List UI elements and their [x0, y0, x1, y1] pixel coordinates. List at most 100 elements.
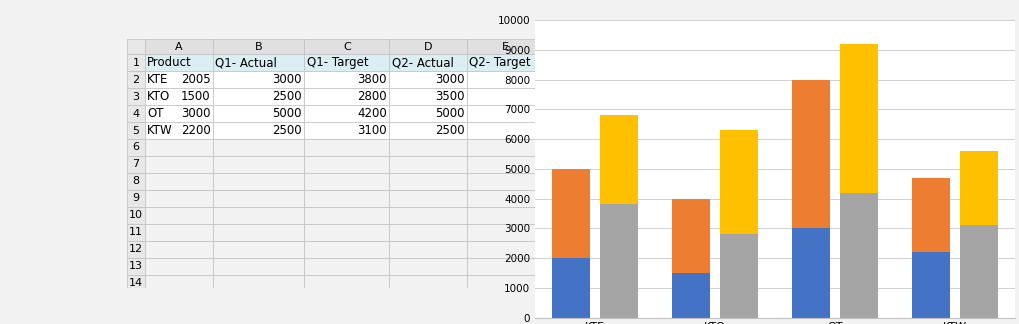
Bar: [389, 224, 467, 241]
Bar: [304, 241, 389, 258]
Bar: [389, 105, 467, 122]
Text: E: E: [501, 41, 508, 52]
Bar: [599, 115, 638, 204]
Bar: [127, 122, 145, 139]
Bar: [304, 88, 389, 105]
Bar: [127, 54, 145, 71]
Bar: [467, 274, 544, 292]
Bar: [791, 228, 829, 318]
Bar: [467, 122, 544, 139]
Bar: [213, 190, 304, 207]
Text: 2800: 2800: [357, 90, 387, 103]
Text: 3000: 3000: [272, 73, 302, 86]
Text: OT: OT: [147, 107, 163, 120]
Text: 4200: 4200: [357, 107, 387, 120]
Bar: [389, 207, 467, 224]
Bar: [544, 122, 551, 139]
Bar: [145, 190, 213, 207]
Bar: [304, 173, 389, 190]
Bar: [304, 139, 389, 156]
Bar: [719, 234, 757, 318]
Bar: [213, 122, 304, 139]
Bar: [304, 156, 389, 173]
Text: Q2- Target: Q2- Target: [469, 56, 530, 69]
Bar: [911, 252, 949, 318]
Text: 1: 1: [132, 58, 140, 68]
Text: J: J: [726, 41, 729, 52]
Text: 5000: 5000: [435, 107, 465, 120]
Bar: [754, 39, 809, 54]
Text: 5: 5: [132, 125, 140, 135]
Bar: [467, 88, 544, 105]
Text: KTE: KTE: [147, 73, 168, 86]
Bar: [145, 156, 213, 173]
Bar: [544, 105, 551, 122]
Bar: [145, 105, 213, 122]
Text: 6: 6: [132, 143, 140, 153]
Bar: [145, 173, 213, 190]
Text: 3100: 3100: [357, 124, 387, 137]
Text: 12: 12: [128, 244, 143, 254]
Bar: [304, 105, 389, 122]
Bar: [467, 207, 544, 224]
Bar: [213, 39, 304, 54]
Bar: [304, 71, 389, 88]
Bar: [551, 258, 590, 318]
Bar: [544, 39, 622, 54]
Bar: [127, 224, 145, 241]
Text: KTW: KTW: [147, 124, 172, 137]
Bar: [145, 71, 213, 88]
Bar: [551, 168, 590, 258]
Bar: [213, 139, 304, 156]
Text: L: L: [833, 41, 839, 52]
Bar: [145, 241, 213, 258]
Bar: [213, 207, 304, 224]
Text: 2200: 2200: [180, 124, 210, 137]
Text: D: D: [424, 41, 432, 52]
Bar: [127, 274, 145, 292]
Bar: [389, 71, 467, 88]
Bar: [304, 54, 389, 71]
Text: 2500: 2500: [272, 124, 302, 137]
Bar: [145, 258, 213, 274]
Text: 3800: 3800: [358, 73, 387, 86]
Bar: [145, 88, 213, 105]
Text: Q1- Actual: Q1- Actual: [215, 56, 277, 69]
Bar: [127, 39, 145, 54]
Bar: [672, 273, 709, 318]
Bar: [304, 274, 389, 292]
Bar: [389, 88, 467, 105]
Text: 9: 9: [132, 193, 140, 203]
Bar: [389, 258, 467, 274]
Text: 14: 14: [128, 278, 143, 288]
Bar: [538, 39, 592, 54]
Bar: [145, 122, 213, 139]
Bar: [213, 105, 304, 122]
Bar: [389, 156, 467, 173]
Bar: [389, 122, 467, 139]
Bar: [389, 241, 467, 258]
Text: B: B: [255, 41, 262, 52]
Text: 2500: 2500: [434, 124, 465, 137]
Text: I: I: [672, 41, 675, 52]
Bar: [127, 241, 145, 258]
Bar: [599, 204, 638, 318]
Bar: [839, 44, 877, 192]
Bar: [127, 156, 145, 173]
Text: Product: Product: [147, 56, 192, 69]
Bar: [911, 178, 949, 252]
Text: 2500: 2500: [272, 90, 302, 103]
Bar: [544, 71, 551, 88]
Text: 3500: 3500: [435, 90, 465, 103]
Bar: [213, 274, 304, 292]
Bar: [304, 190, 389, 207]
Bar: [213, 71, 304, 88]
Bar: [467, 54, 544, 71]
Bar: [145, 139, 213, 156]
Text: A: A: [174, 41, 182, 52]
Bar: [863, 39, 917, 54]
Bar: [304, 39, 389, 54]
Bar: [467, 173, 544, 190]
Bar: [467, 190, 544, 207]
Bar: [213, 156, 304, 173]
